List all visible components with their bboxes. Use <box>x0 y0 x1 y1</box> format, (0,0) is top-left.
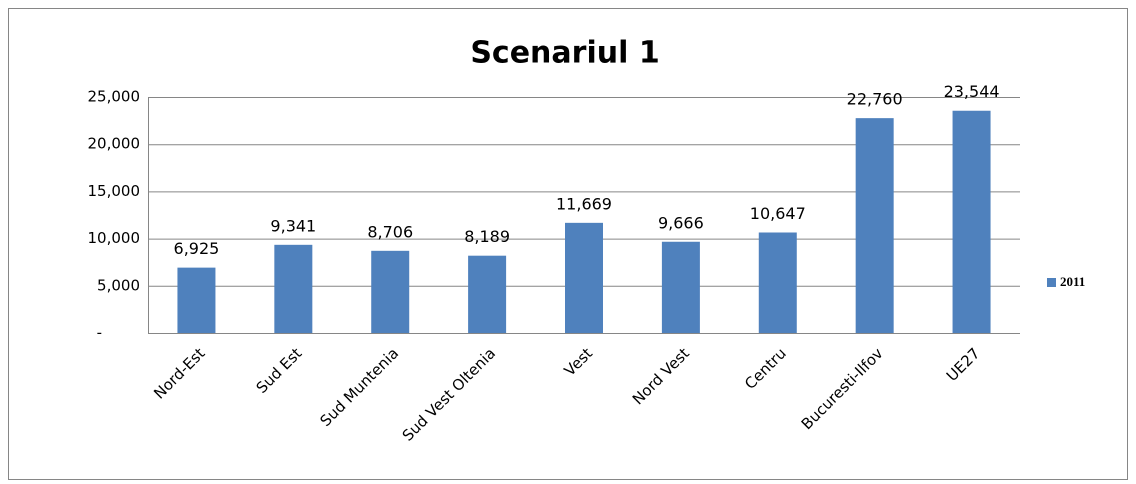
value-label: 9,341 <box>270 216 316 235</box>
value-label: 23,544 <box>944 82 1000 101</box>
bar <box>177 267 216 333</box>
y-tick-label: 25,000 <box>88 88 141 106</box>
value-label: 10,647 <box>750 204 806 223</box>
bar <box>758 232 797 333</box>
value-label: 8,706 <box>367 222 413 241</box>
y-tick-label: 5,000 <box>97 276 140 294</box>
chart-title: Scenariul 1 <box>470 36 659 71</box>
bar <box>661 241 700 333</box>
bar <box>952 110 991 334</box>
y-tick-label: 10,000 <box>88 229 141 247</box>
y-tick-label: 15,000 <box>88 182 141 200</box>
value-label: 11,669 <box>556 194 612 213</box>
bar <box>468 255 507 333</box>
legend-swatch <box>1047 278 1056 287</box>
bar <box>371 250 410 333</box>
value-label: 22,760 <box>847 90 903 109</box>
y-tick-label: 20,000 <box>88 135 141 153</box>
value-label: 6,925 <box>174 239 220 258</box>
bar <box>274 244 313 333</box>
value-label: 8,189 <box>464 227 510 246</box>
bar <box>565 222 603 333</box>
bar <box>855 118 894 333</box>
legend-label: 2011 <box>1060 274 1085 289</box>
y-tick-label: - <box>97 324 102 342</box>
value-label: 9,666 <box>658 213 704 232</box>
